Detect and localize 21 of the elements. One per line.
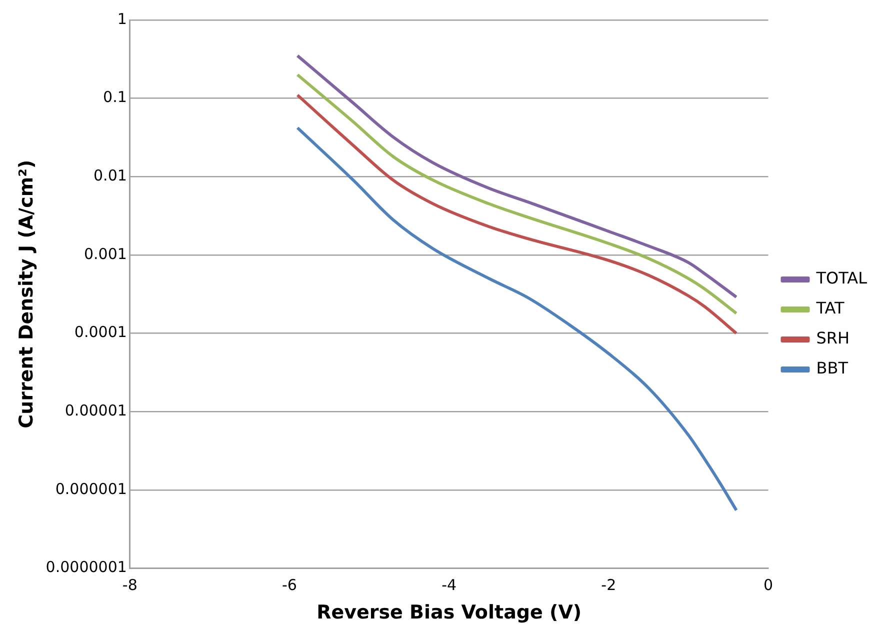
legend-label: SRH	[816, 328, 850, 348]
line-series	[296, 94, 738, 335]
y-tick-label: 0.001	[84, 244, 127, 263]
x-tick-label: -2	[601, 576, 616, 594]
x-tick-label: 0	[763, 576, 774, 594]
y-tick-label: 0.00001	[64, 401, 127, 420]
y-tick-label: 0.0000001	[46, 558, 127, 576]
legend-label: TAT	[815, 298, 844, 318]
y-tick-label: 0.1	[103, 88, 127, 106]
y-axis-title: Current Density J (A/cm²)	[15, 160, 38, 428]
y-tick-label: 1	[117, 10, 127, 28]
y-tick-label: 0.0001	[74, 323, 127, 342]
x-axis-title: Reverse Bias Voltage (V)	[316, 602, 582, 624]
legend-label: TOTAL	[815, 268, 868, 288]
line-series	[296, 126, 738, 512]
legend-label: BBT	[816, 358, 848, 378]
x-tick-label: -8	[122, 576, 138, 594]
x-tick-label: -4	[442, 576, 457, 594]
y-tick-label: 0.01	[94, 166, 127, 185]
x-tick-label: -6	[282, 576, 297, 594]
y-tick-label: 0.000001	[55, 480, 127, 498]
